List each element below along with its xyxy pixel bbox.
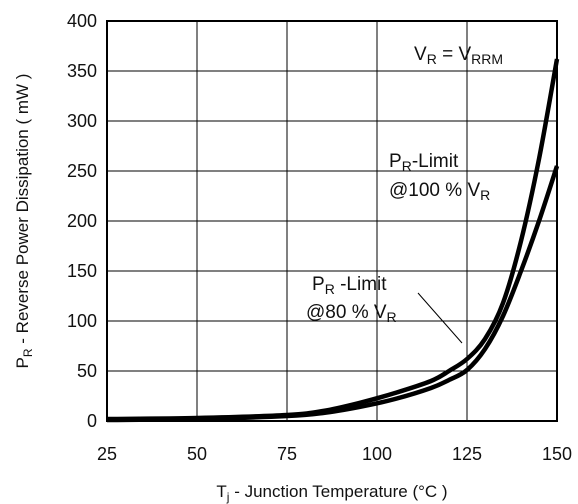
y-tick-label: 400 — [67, 11, 97, 31]
x-tick-label: 100 — [362, 444, 392, 464]
grid — [107, 21, 557, 421]
annotation-vrrm: VR = VRRM — [414, 44, 503, 67]
y-tick-label: 150 — [67, 261, 97, 281]
annotation-leader-line — [417, 292, 463, 344]
annotations: VR = VRRM PR-Limit @100 % VR PR -Limit @80 %… — [306, 44, 503, 325]
y-tick-label: 300 — [67, 111, 97, 131]
x-tick-label: 25 — [97, 444, 117, 464]
series-line — [106, 165, 560, 423]
plot-frame — [106, 20, 558, 422]
x-tick-label: 50 — [187, 444, 207, 464]
annotation-limit100-a: PR-Limit — [389, 151, 459, 174]
x-tick-label: 150 — [542, 444, 572, 464]
x-tick-label: 125 — [452, 444, 482, 464]
x-axis-label: Tj - Junction Temperature (°C ) — [216, 482, 447, 504]
y-axis-label: PR - Reverse Power Dissipation ( mW ) — [13, 74, 35, 369]
x-tick-label: 75 — [277, 444, 297, 464]
tick-labels: 25 50 75 100 125 150 0 50 100 150 200 250 300 350 400 — [67, 11, 572, 464]
y-tick-label: 350 — [67, 61, 97, 81]
series-layer — [106, 58, 560, 423]
y-tick-label: 200 — [67, 211, 97, 231]
y-tick-label: 250 — [67, 161, 97, 181]
annotation-limit80-b: @80 % VR — [306, 302, 397, 325]
y-tick-label: 100 — [67, 311, 97, 331]
annotation-limit80-a: PR -Limit — [312, 274, 387, 297]
y-tick-label: 50 — [77, 361, 97, 381]
annotation-limit100-b: @100 % VR — [389, 180, 490, 203]
y-tick-label: 0 — [87, 411, 97, 431]
